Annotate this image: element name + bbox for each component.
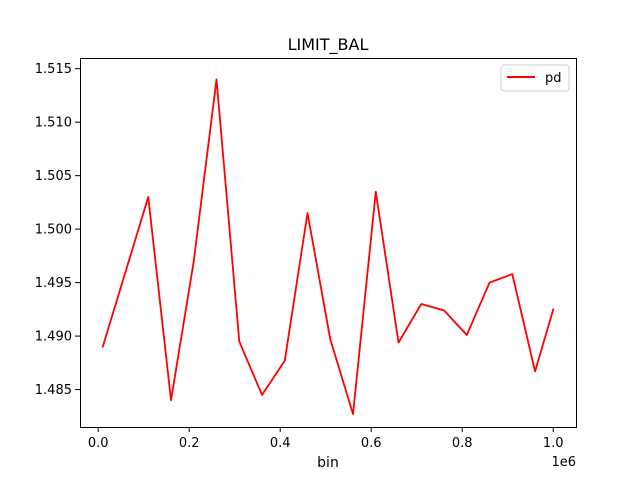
x-tick-label: 1.0 bbox=[543, 436, 564, 451]
x-tick-label: 0.2 bbox=[179, 436, 200, 451]
plot-content bbox=[101, 78, 555, 416]
y-tick-label: 1.495 bbox=[35, 276, 72, 291]
chart-title: LIMIT_BAL bbox=[288, 35, 369, 55]
x-tick-label: 0.8 bbox=[452, 436, 473, 451]
y-tick-label: 1.515 bbox=[35, 62, 72, 77]
x-axis-offset-label: 1e6 bbox=[551, 455, 576, 470]
x-axis-title: bin bbox=[317, 455, 339, 471]
x-tick-label: 0.0 bbox=[88, 436, 109, 451]
x-tick-label: 0.4 bbox=[270, 436, 291, 451]
x-tick-label: 0.6 bbox=[361, 436, 382, 451]
y-tick-label: 1.500 bbox=[35, 223, 72, 238]
plot-frame bbox=[80, 58, 577, 428]
legend: pd bbox=[500, 64, 570, 92]
y-tick-label: 1.510 bbox=[35, 116, 72, 131]
y-axis: 1.485 1.490 1.495 1.500 1.505 1.510 1.515 bbox=[35, 62, 80, 398]
y-tick-label: 1.505 bbox=[35, 169, 72, 184]
legend-label-pd: pd bbox=[545, 71, 562, 86]
y-tick-label: 1.490 bbox=[35, 330, 72, 345]
series-line-pd bbox=[101, 78, 555, 416]
y-tick-label: 1.485 bbox=[35, 383, 72, 398]
x-axis: 0.0 0.2 0.4 0.6 0.8 1.0 bbox=[88, 427, 564, 451]
